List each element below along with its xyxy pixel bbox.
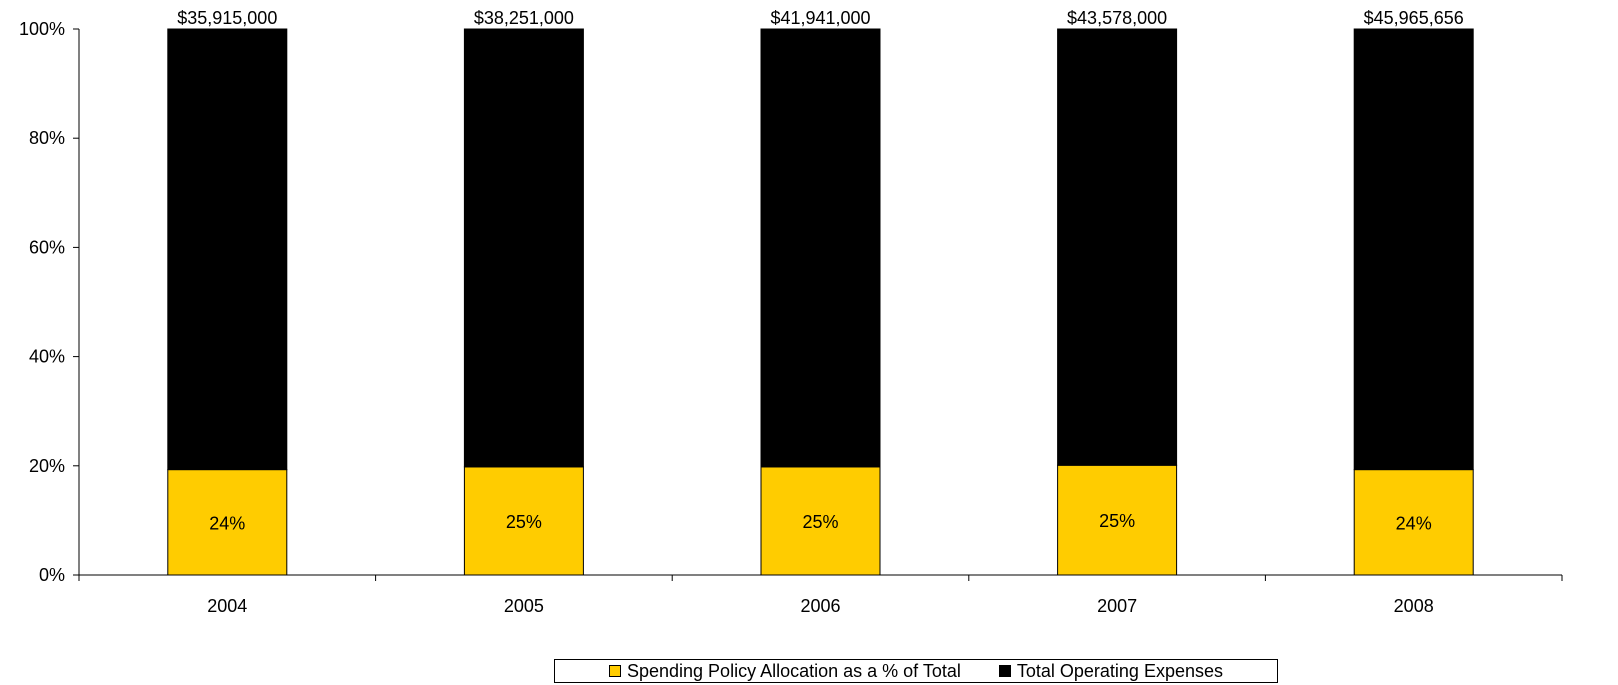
- bar-total-label: $35,915,000: [177, 8, 277, 28]
- segment-data-label: 24%: [209, 513, 245, 533]
- bar-segment-spending-policy: [167, 469, 288, 576]
- bar-segment-spending-policy: [1353, 469, 1474, 576]
- x-axis: 2004 2005 2006 2007 2008: [78, 574, 1563, 616]
- bar-segment-total-operating-expenses: [1057, 28, 1178, 466]
- bar-total-label: $45,965,656: [1364, 8, 1464, 28]
- y-tick-label: 40%: [29, 347, 65, 367]
- x-category-label: 2005: [504, 596, 544, 616]
- y-tick-label: 100%: [19, 19, 65, 39]
- stacked-bar-chart: 0%20%40%60%80%100% 2004 2005 2006 2007 2008 …: [19, 8, 1563, 616]
- x-category-label: 2004: [207, 596, 247, 616]
- bar-segment-total-operating-expenses: [1353, 28, 1474, 471]
- y-axis: 0% 20% 40% 60% 80% 100%: [19, 19, 80, 585]
- x-category-label: 2008: [1394, 596, 1434, 616]
- y-tick-label: 80%: [29, 128, 65, 148]
- bar-segment-total-operating-expenses: [760, 28, 881, 468]
- data-labels: 24% $35,915,000 25% $38,251,000 25% $41,941,0…: [177, 8, 1464, 533]
- y-tick-label: 0%: [39, 565, 65, 585]
- y-tick-label: 60%: [29, 237, 65, 257]
- bar-segment-total-operating-expenses: [463, 28, 584, 468]
- segment-data-label: 25%: [1099, 511, 1135, 531]
- bar-segment-total-operating-expenses: [167, 28, 288, 471]
- bar-segment-spending-policy: [463, 466, 584, 576]
- legend-item-spending-policy: Spending Policy Allocation as a % of Tot…: [608, 660, 961, 682]
- legend-swatch-spending-policy: [608, 665, 621, 677]
- bars: [167, 28, 1474, 576]
- x-category-label: 2006: [800, 596, 840, 616]
- bar-segment-spending-policy: [1057, 464, 1178, 576]
- bar-total-label: $43,578,000: [1067, 8, 1167, 28]
- legend-label-total-operating-expenses: Total Operating Expenses: [1016, 660, 1223, 681]
- y-tick-label: 20%: [29, 456, 65, 476]
- bar-segment-spending-policy: [760, 466, 881, 576]
- bar-total-label: $38,251,000: [474, 8, 574, 28]
- segment-data-label: 25%: [802, 512, 838, 532]
- segment-data-label: 25%: [506, 512, 542, 532]
- legend-item-total-operating-expenses: Total Operating Expenses: [998, 660, 1223, 682]
- legend-swatch-total-operating-expenses: [998, 665, 1011, 677]
- legend-label-spending-policy: Spending Policy Allocation as a % of Tot…: [626, 660, 961, 681]
- legend: Spending Policy Allocation as a % of Tot…: [554, 659, 1278, 683]
- bar-total-label: $41,941,000: [770, 8, 870, 28]
- segment-data-label: 24%: [1396, 513, 1432, 533]
- x-category-label: 2007: [1097, 596, 1137, 616]
